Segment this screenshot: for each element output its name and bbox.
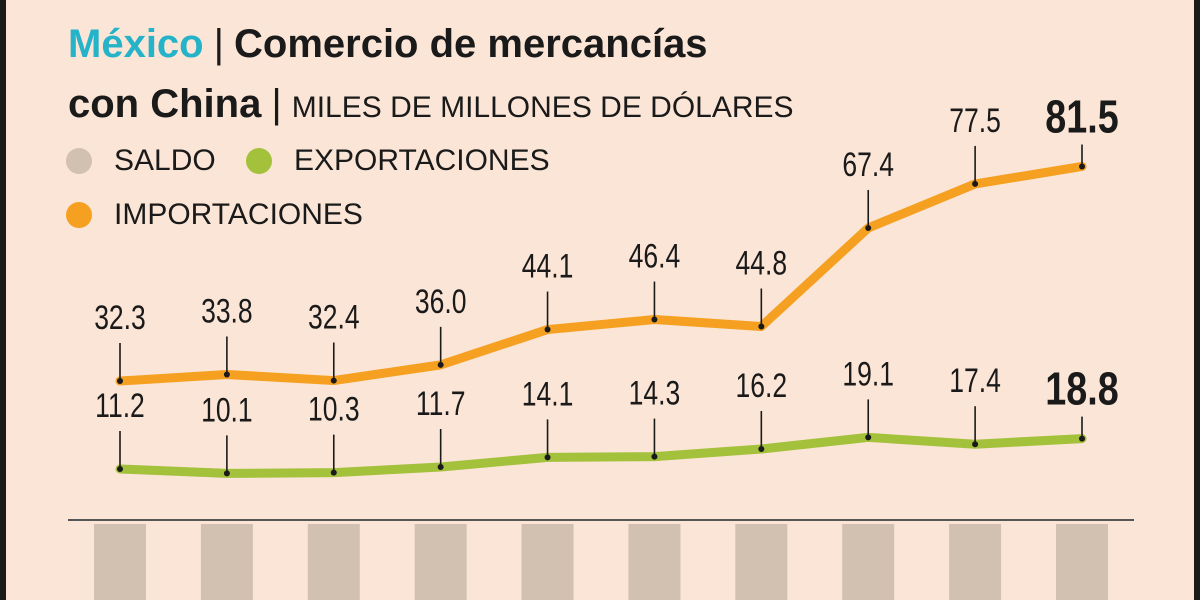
legend-item-saldo: SALDO bbox=[66, 144, 216, 178]
data-label-importaciones: 36.0 bbox=[415, 283, 467, 321]
title-sub: con China bbox=[68, 82, 262, 126]
data-label-importaciones: 81.5 bbox=[1045, 91, 1118, 142]
point-importaciones bbox=[758, 323, 765, 330]
data-label-exportaciones: 14.1 bbox=[522, 375, 574, 413]
point-importaciones bbox=[972, 180, 979, 187]
saldo-bar bbox=[1056, 524, 1108, 600]
point-exportaciones bbox=[223, 470, 230, 477]
saldo-bar bbox=[842, 524, 895, 600]
point-exportaciones bbox=[1079, 435, 1085, 442]
legend-dot-saldo bbox=[66, 148, 92, 174]
point-exportaciones bbox=[651, 453, 658, 460]
legend-label-saldo: SALDO bbox=[114, 144, 216, 177]
data-label-exportaciones: 11.7 bbox=[416, 385, 466, 423]
data-label-exportaciones: 10.1 bbox=[201, 391, 253, 429]
saldo-bar bbox=[307, 524, 360, 600]
legend-item-exportaciones: EXPORTACIONES bbox=[246, 144, 550, 178]
point-importaciones bbox=[865, 224, 872, 231]
line-importaciones bbox=[115, 161, 1087, 386]
legend-label-importaciones: IMPORTACIONES bbox=[114, 198, 363, 231]
point-importaciones bbox=[223, 371, 230, 378]
point-importaciones bbox=[1079, 163, 1085, 170]
data-label-exportaciones: 10.3 bbox=[308, 390, 360, 428]
saldo-bar bbox=[521, 524, 574, 600]
legend-label-exportaciones: EXPORTACIONES bbox=[294, 144, 550, 177]
saldo-bar bbox=[414, 524, 467, 600]
chart-title: México | Comercio de mercancías bbox=[68, 22, 708, 67]
data-label-importaciones: 44.1 bbox=[522, 247, 574, 285]
saldo-bar bbox=[735, 524, 788, 600]
saldo-bar bbox=[200, 524, 253, 600]
point-importaciones bbox=[117, 378, 123, 384]
data-label-importaciones: 32.4 bbox=[308, 298, 360, 336]
point-exportaciones bbox=[865, 434, 872, 441]
point-exportaciones bbox=[117, 466, 123, 472]
point-exportaciones bbox=[544, 454, 551, 461]
data-label-importaciones: 33.8 bbox=[201, 292, 253, 330]
saldo-bar bbox=[628, 524, 681, 600]
data-label-importaciones: 67.4 bbox=[842, 146, 894, 184]
data-label-exportaciones: 16.2 bbox=[736, 367, 788, 405]
country-label: México bbox=[68, 22, 204, 66]
legend-dot-exportaciones bbox=[246, 148, 272, 174]
title-separator: | bbox=[213, 22, 224, 66]
data-label-exportaciones: 14.3 bbox=[629, 374, 681, 412]
data-label-importaciones: 77.5 bbox=[949, 102, 1001, 140]
data-label-exportaciones: 19.1 bbox=[842, 355, 894, 393]
point-importaciones bbox=[437, 361, 444, 368]
legend-item-importaciones: IMPORTACIONES bbox=[66, 198, 363, 232]
units-label: MILES DE MILLONES DE DÓLARES bbox=[291, 91, 794, 124]
point-importaciones bbox=[330, 377, 337, 384]
data-label-importaciones: 46.4 bbox=[629, 237, 681, 275]
chart-title-line2: con China | MILES DE MILLONES DE DÓLARES bbox=[68, 82, 794, 127]
saldo-bar bbox=[949, 524, 1002, 600]
point-importaciones bbox=[651, 316, 658, 323]
point-exportaciones bbox=[330, 469, 337, 476]
units-separator: | bbox=[271, 82, 282, 126]
point-exportaciones bbox=[758, 446, 765, 452]
point-exportaciones bbox=[437, 464, 444, 470]
title-main: Comercio de mercancías bbox=[234, 22, 708, 66]
point-exportaciones bbox=[972, 441, 979, 448]
legend-dot-importaciones bbox=[66, 202, 92, 228]
saldo-bar bbox=[94, 524, 146, 600]
point-importaciones bbox=[544, 326, 551, 333]
data-label-importaciones: 44.8 bbox=[736, 244, 788, 282]
data-label-exportaciones: 11.2 bbox=[95, 387, 145, 425]
data-label-exportaciones: 18.8 bbox=[1045, 363, 1118, 414]
line-exportaciones bbox=[115, 432, 1087, 478]
data-label-importaciones: 32.3 bbox=[94, 299, 146, 337]
data-label-exportaciones: 17.4 bbox=[949, 362, 1001, 400]
